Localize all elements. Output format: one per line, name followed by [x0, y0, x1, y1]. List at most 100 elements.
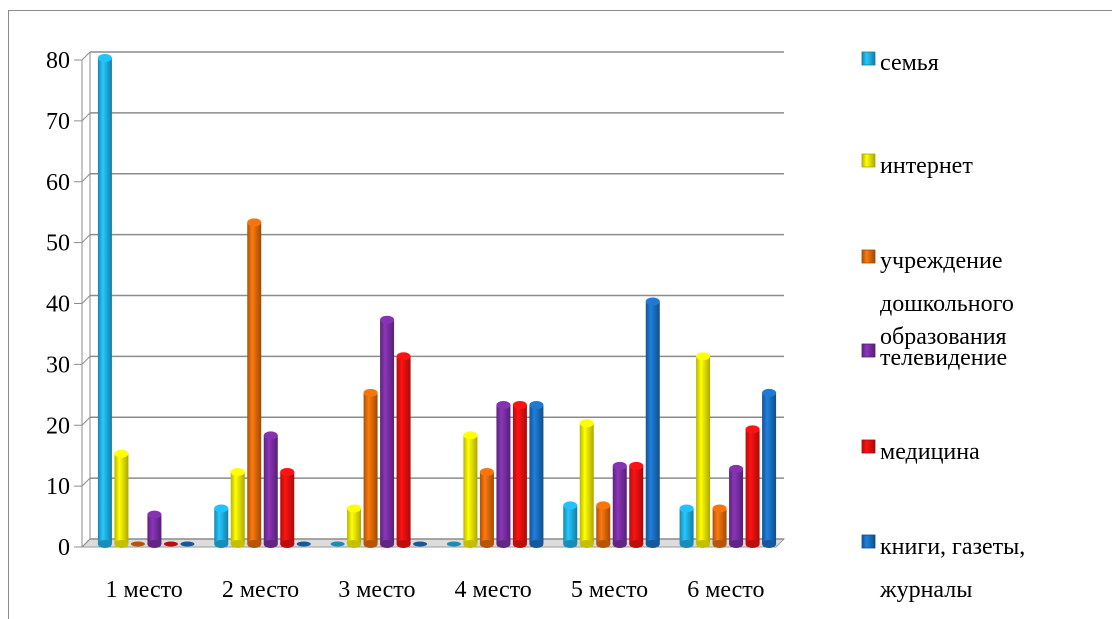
y-tick-label: 10	[46, 474, 70, 500]
bar-base	[214, 540, 229, 548]
chart-frame	[8, 10, 1112, 619]
legend-label: интернет	[880, 153, 973, 179]
legend-label: журналы	[879, 577, 972, 603]
bar-cap	[280, 467, 295, 476]
gridline-diagonal	[81, 112, 91, 122]
bar-base	[97, 540, 112, 548]
bar-base	[147, 540, 162, 548]
bar-семья-6-место	[679, 504, 694, 548]
bar-base	[629, 540, 644, 548]
legend-label: учреждение	[880, 248, 1003, 274]
bar-cap	[230, 467, 245, 476]
bar-учреждение-дошкольного-образования-4-место	[479, 467, 494, 548]
bar-base	[363, 540, 378, 548]
bar-body	[563, 505, 578, 544]
bar-base	[563, 540, 578, 548]
bar-cap	[512, 400, 527, 409]
bar-учреждение-дошкольного-образования-2-место	[247, 218, 262, 548]
y-tick-label: 60	[46, 170, 70, 196]
bar-интернет-5-место	[579, 419, 594, 548]
bar-body	[396, 356, 411, 544]
bar-flat	[330, 541, 345, 547]
bar-cap	[380, 315, 395, 324]
bar-base	[280, 540, 295, 548]
bar-base	[529, 540, 544, 548]
bar-медицина-2-место	[280, 467, 295, 548]
bar-cap	[147, 510, 162, 519]
bar-cap	[762, 388, 777, 397]
bar-body	[712, 508, 727, 544]
bar-учреждение-дошкольного-образования-6-место	[712, 504, 727, 548]
bar-body	[629, 465, 644, 544]
legend-item-интернет: интернет	[861, 153, 973, 179]
bar-body	[97, 58, 112, 544]
bar-телевидение-3-место	[380, 315, 395, 548]
bar-учреждение-дошкольного-образования-3-место	[363, 388, 378, 548]
bar-body	[463, 435, 478, 544]
gridline-diagonal	[81, 477, 91, 487]
bar-cap	[596, 501, 611, 510]
bar-body	[280, 471, 295, 544]
bar-семья-2-место	[214, 504, 229, 548]
bar-base	[596, 540, 611, 548]
bar-body	[380, 319, 395, 544]
legend-label: книги, газеты,	[880, 534, 1025, 560]
gridline-diagonal	[81, 295, 91, 304]
bar-base	[496, 540, 511, 548]
legend-swatch	[861, 153, 876, 168]
bar-семья-3-место	[330, 541, 345, 547]
bar-base	[512, 540, 527, 548]
y-axis: 0 10 20 30 40 50 60 70 80	[46, 48, 91, 561]
bar-телевидение-2-место	[263, 431, 278, 548]
bar-cap	[479, 467, 494, 476]
bar-base	[579, 540, 594, 548]
bar-base	[463, 540, 478, 548]
legend-swatch	[861, 343, 876, 358]
x-tick-label: 6 место	[687, 577, 764, 603]
bar-медицина-5-место	[629, 461, 644, 548]
bar-body	[729, 468, 744, 544]
bar-cap	[712, 504, 727, 513]
x-tick-label: 1 место	[106, 577, 183, 603]
bar-base	[247, 540, 262, 548]
gridline-diagonal	[81, 416, 91, 426]
bar-body	[214, 508, 229, 544]
x-axis-labels: 1 место 2 место 3 место 4 место 5 место 6 мес…	[106, 577, 765, 603]
bar-книги-газеты-журналы-5-место	[645, 297, 660, 548]
bar-cap	[396, 352, 411, 361]
bar-телевидение-4-место	[496, 400, 511, 548]
bar-cap	[463, 431, 478, 440]
bar-интернет-1-место	[114, 449, 129, 548]
gridline-diagonal	[81, 234, 91, 243]
bar-медицина-4-место	[512, 400, 527, 548]
bar-body	[596, 505, 611, 544]
legend-label: телевидение	[880, 345, 1007, 371]
bar-медицина-1-место	[163, 541, 178, 547]
bars	[97, 54, 777, 548]
legend-label: образования	[880, 324, 1007, 350]
bar-cap	[363, 388, 378, 397]
gridline-diagonal	[81, 51, 91, 61]
bar-книги-газеты-журналы-3-место	[413, 541, 428, 547]
bar-base	[347, 540, 362, 548]
gridlines	[81, 51, 784, 548]
bar-base	[645, 540, 660, 548]
bar-cap	[563, 501, 578, 510]
bar-base	[114, 540, 129, 548]
bar-семья-1-место	[97, 54, 112, 548]
x-tick-label: 4 место	[455, 577, 532, 603]
bar-body	[114, 453, 129, 544]
bar-cap	[729, 464, 744, 473]
bar-body	[363, 392, 378, 544]
bar-телевидение-6-место	[729, 464, 744, 548]
bar-книги-газеты-журналы-1-место	[180, 541, 195, 547]
bar-body	[247, 222, 262, 545]
bar-flat	[130, 541, 145, 547]
bar-медицина-6-место	[745, 425, 760, 548]
bar-cap	[529, 400, 544, 409]
bar-body	[762, 392, 777, 544]
bar-base	[762, 540, 777, 548]
bar-cap	[247, 218, 262, 227]
bar-body	[512, 404, 527, 544]
